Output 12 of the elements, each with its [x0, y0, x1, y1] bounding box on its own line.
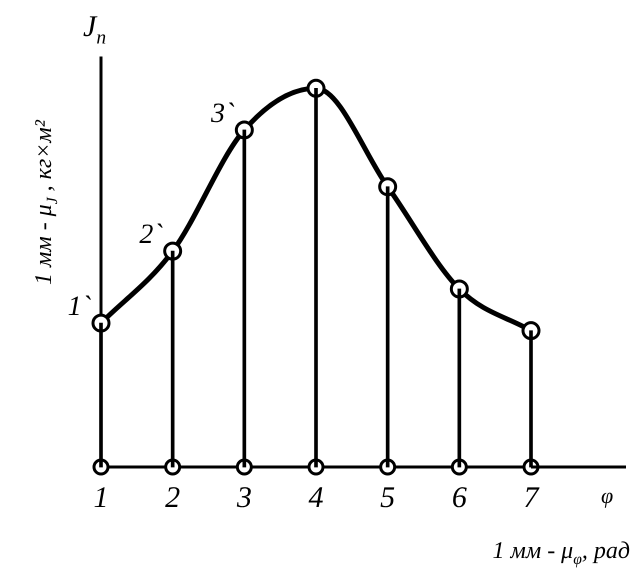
annotation: 1` — [68, 291, 92, 322]
x-tick-label: 5 — [380, 480, 396, 514]
x-tick-label: 4 — [308, 480, 324, 514]
x-tick-label: 6 — [452, 480, 467, 514]
x-tick-label: 3 — [236, 480, 252, 514]
annotation: 2` — [139, 219, 164, 250]
annotation: 3` — [210, 98, 236, 129]
x-tick-label: 2 — [165, 480, 180, 514]
x-axis-title: φ — [601, 483, 614, 508]
text: 1 мм - μJ , кг×м² — [31, 119, 61, 285]
x-tick-label: 1 — [94, 480, 108, 514]
x-tick-label: 7 — [524, 480, 540, 514]
